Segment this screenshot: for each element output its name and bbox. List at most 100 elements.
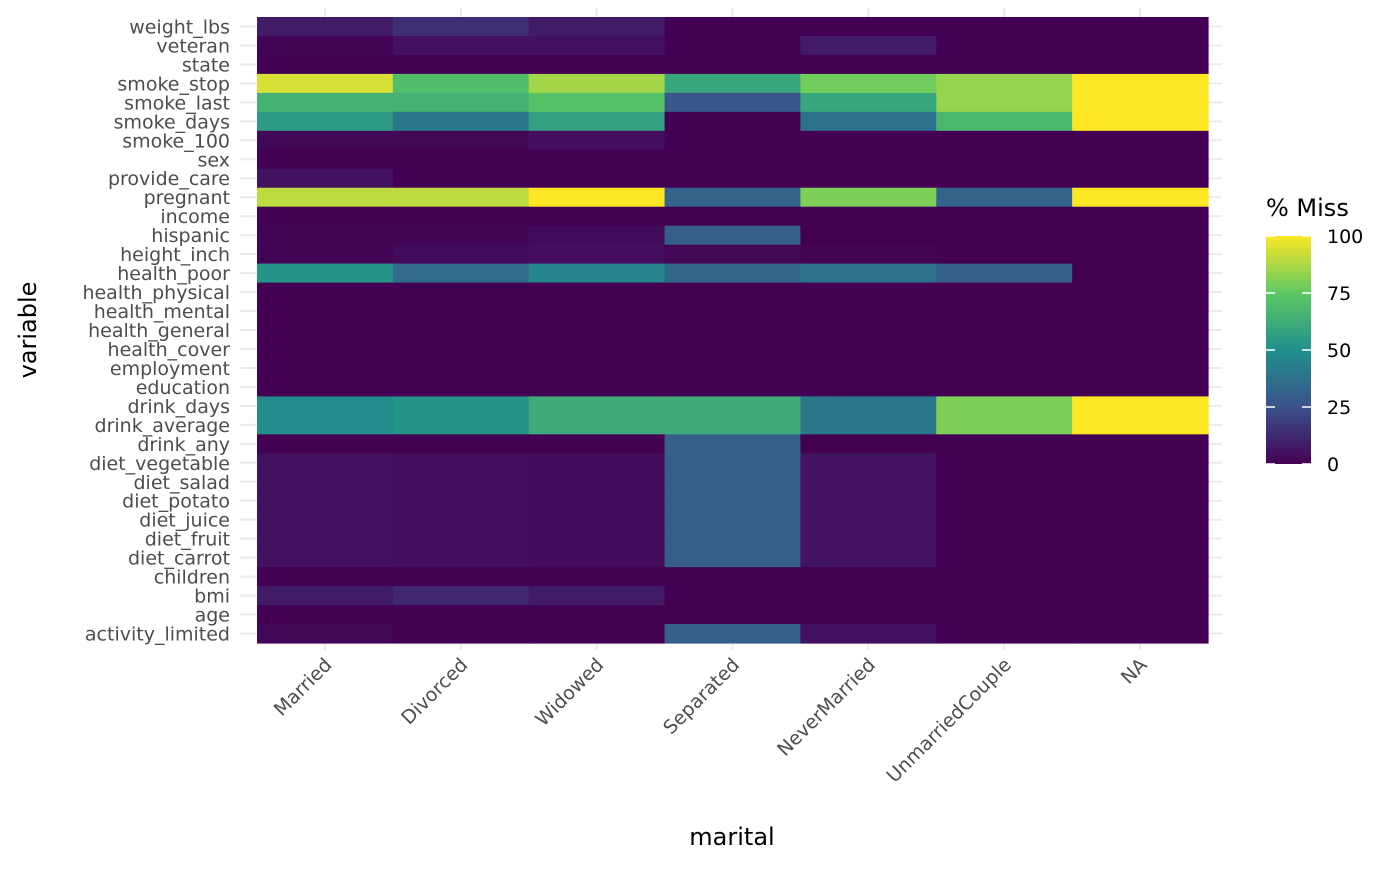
heatmap-cell [1072, 624, 1209, 644]
heatmap-cell [392, 434, 530, 454]
heatmap-cell [936, 111, 1073, 132]
y-tick-label: height_inch [120, 244, 230, 266]
heatmap-cell [936, 187, 1073, 208]
y-tick-label: smoke_100 [122, 130, 230, 152]
heatmap-cell [257, 282, 394, 303]
y-tick-label: income [160, 206, 230, 228]
heatmap-cell [936, 567, 1073, 587]
heatmap-cell [392, 149, 530, 170]
x-tick-label: Widowed [531, 654, 608, 731]
heatmap-cell [257, 187, 394, 208]
heatmap-cell [664, 453, 802, 473]
heatmap-cell [936, 17, 1073, 37]
heatmap-cell [528, 35, 666, 56]
heatmap-cell [800, 73, 937, 94]
heatmap-cell [1072, 377, 1209, 397]
heatmap-cell [257, 605, 394, 625]
heatmap-cell [800, 111, 937, 132]
heatmap-cell [392, 453, 530, 473]
heatmap-cell [936, 225, 1073, 246]
heatmap-cell [664, 301, 802, 322]
heatmap-cell [528, 605, 666, 625]
heatmap-cell [936, 605, 1073, 625]
heatmap-cell [392, 35, 530, 56]
heatmap-cell [528, 396, 666, 416]
heatmap-cell [800, 168, 937, 189]
heatmap-cell [528, 168, 666, 189]
heatmap-cell [257, 168, 394, 189]
heatmap-cell [936, 301, 1073, 322]
heatmap-cell [664, 187, 802, 208]
heatmap-cell [664, 510, 802, 530]
heatmap-cell [936, 453, 1073, 473]
heatmap-cell [800, 187, 937, 208]
y-tick-label: activity_limited [85, 624, 230, 646]
heatmap-cell [528, 263, 666, 284]
heatmap-cell [664, 415, 802, 435]
heatmap-cell [1072, 510, 1209, 530]
heatmap-cell [1072, 206, 1209, 227]
y-axis-title: variable [14, 282, 42, 379]
heatmap-cell [800, 396, 937, 416]
heatmap-cell [1072, 168, 1209, 189]
heatmap-cell [1072, 111, 1209, 132]
heatmap-cell [664, 548, 802, 568]
heatmap-cell [528, 225, 666, 246]
heatmap-cell [1072, 35, 1209, 56]
legend-title: % Miss [1266, 194, 1349, 222]
heatmap-cell [800, 54, 937, 75]
heatmap-cell [936, 282, 1073, 303]
heatmap-cell [392, 111, 530, 132]
y-tick-label: diet_salad [133, 472, 230, 494]
heatmap-cell [936, 396, 1073, 416]
y-tick-label: smoke_last [124, 92, 230, 114]
heatmap-cell [528, 301, 666, 322]
heatmap-cell [392, 358, 530, 379]
y-tick-label: bmi [194, 586, 230, 608]
heatmap-cell [936, 92, 1073, 113]
heatmap-cell [392, 73, 530, 94]
color-legend: % Miss 0 25 50 75 100 [1266, 194, 1363, 476]
heatmap-cell [1072, 282, 1209, 303]
y-tick-label: state [182, 54, 230, 76]
y-tick-label: drink_any [137, 434, 230, 456]
heatmap-cell [392, 130, 530, 151]
heatmap-cell [936, 510, 1073, 530]
heatmap-cell [392, 510, 530, 530]
heatmap-cell [528, 206, 666, 227]
heatmap-cell [392, 491, 530, 511]
x-tick-labels: Married Divorced Widowed Separated NeverMarr… [270, 654, 1152, 787]
y-tick-label: diet_fruit [145, 529, 230, 551]
heatmap-cell [800, 415, 937, 435]
heatmap-cell [257, 149, 394, 170]
heatmap-cell [257, 453, 394, 473]
heatmap-cell [800, 358, 937, 379]
heatmap-cell [257, 586, 394, 606]
heatmap-cell [528, 282, 666, 303]
heatmap-cell [800, 453, 937, 473]
y-tick-label: health_physical [82, 282, 230, 304]
heatmap-cell [936, 491, 1073, 511]
heatmap-cell [257, 54, 394, 75]
heatmap-cell [392, 92, 530, 113]
heatmap-cell [257, 624, 394, 644]
heatmap-cell [392, 586, 530, 606]
heatmap-cell [528, 624, 666, 644]
heatmap-cell [257, 130, 394, 151]
y-tick-label: education [136, 377, 230, 399]
heatmap-cell [664, 529, 802, 549]
heatmap-cell [800, 282, 937, 303]
y-tick-label: pregnant [144, 187, 230, 209]
heatmap-cell [257, 415, 394, 435]
x-tick-label: NA [1117, 654, 1152, 689]
heatmap-cell [800, 377, 937, 397]
heatmap-cell [392, 206, 530, 227]
y-tick-label: smoke_days [114, 111, 230, 133]
heatmap-cell [664, 377, 802, 397]
heatmap-cell [257, 111, 394, 132]
heatmap-cell [1072, 472, 1209, 492]
y-tick-labels: weight_lbsveteranstatesmoke_stopsmoke_la… [82, 16, 230, 645]
heatmap-cell [800, 263, 937, 284]
heatmap-cell [1072, 339, 1209, 360]
